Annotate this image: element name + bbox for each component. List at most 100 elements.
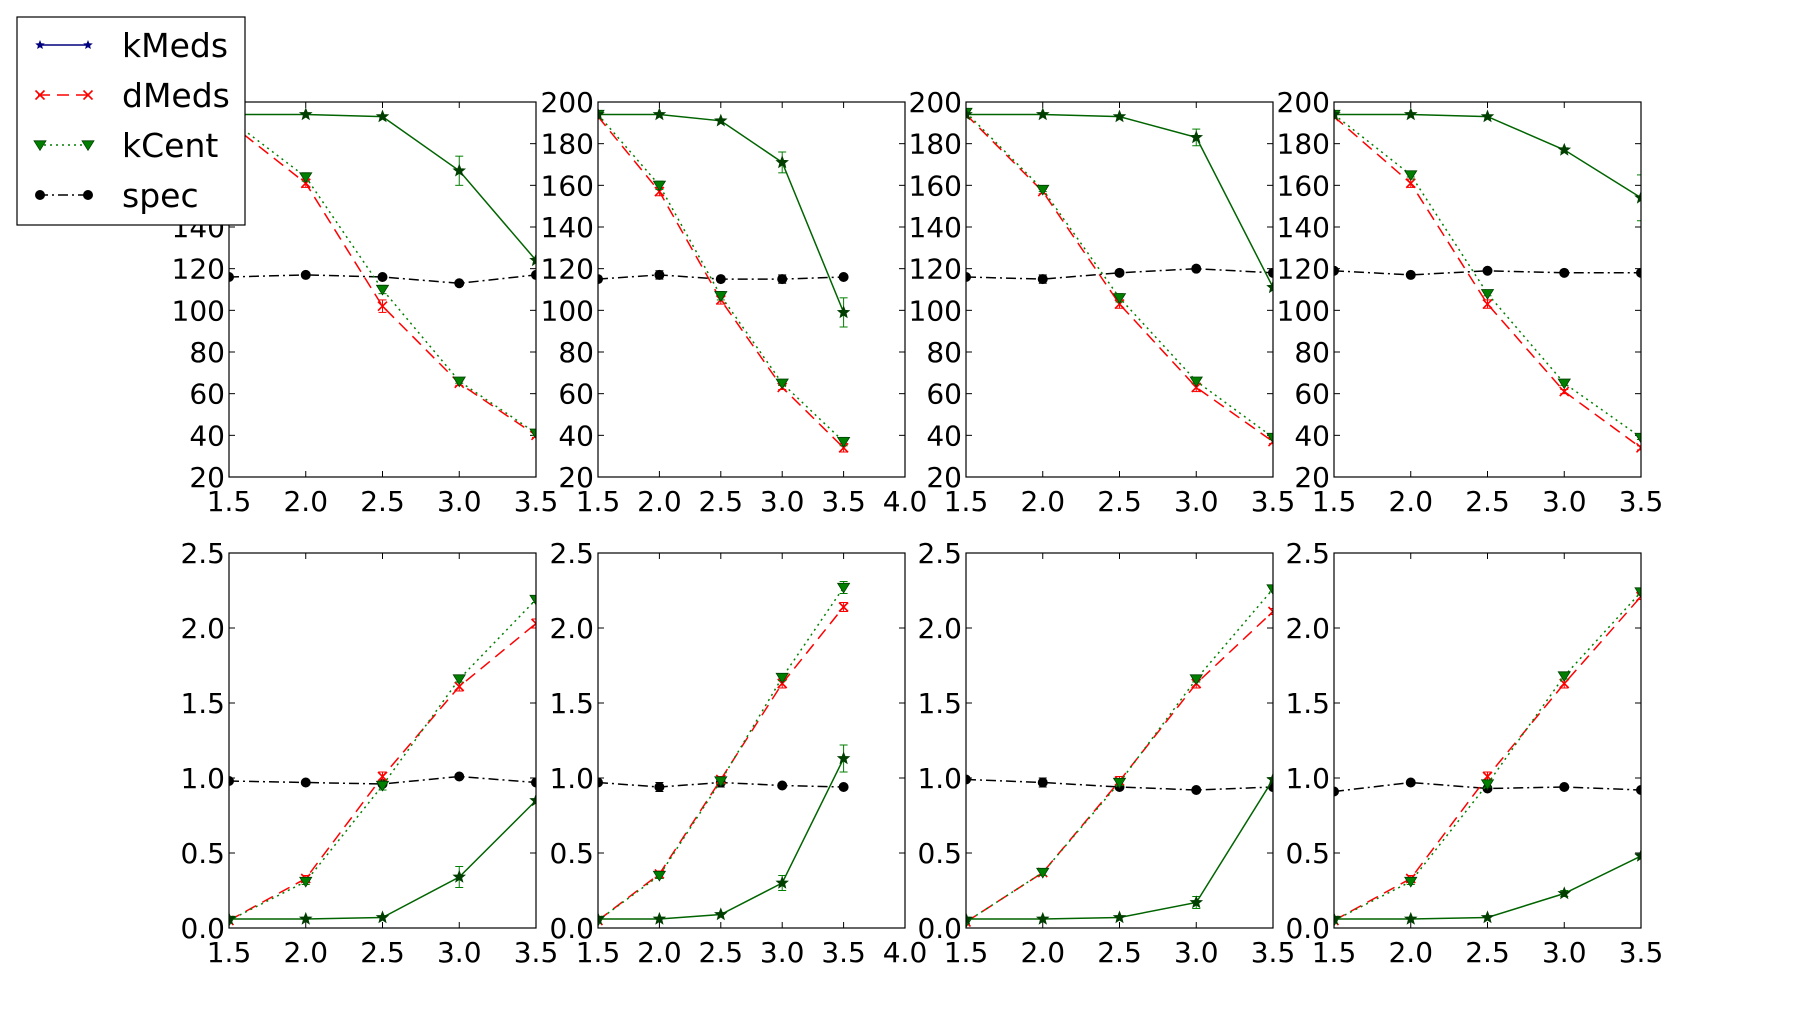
data-point-kCent xyxy=(452,376,466,388)
y-tick-label: 80 xyxy=(926,336,962,369)
x-tick-label: 3.5 xyxy=(514,936,559,969)
data-point-dMeds xyxy=(377,301,388,312)
y-tick-label: 2.5 xyxy=(917,537,962,570)
y-tick-label: 140 xyxy=(1277,211,1330,244)
x-tick-label: 3.0 xyxy=(760,485,805,518)
data-point-kCent xyxy=(1557,671,1571,683)
data-point-kCent xyxy=(1404,876,1418,888)
y-tick-label: 1.0 xyxy=(180,762,225,795)
x-tick-label: 2.0 xyxy=(283,936,328,969)
y-tick-label: 80 xyxy=(189,336,225,369)
data-point-kMeds xyxy=(1557,142,1572,156)
data-point-kCent xyxy=(1036,867,1050,879)
y-tick-label: 180 xyxy=(541,128,594,161)
data-point-kCent xyxy=(714,291,728,302)
data-point-dMeds xyxy=(654,186,665,197)
legend-item-kMeds: kMeds xyxy=(35,26,228,65)
data-point-spec xyxy=(454,278,465,289)
data-point-spec xyxy=(1191,263,1202,274)
data-point-spec xyxy=(1037,274,1048,285)
y-tick-label: 0.5 xyxy=(180,837,225,870)
y-tick-label: 2.5 xyxy=(549,537,594,570)
subplot-1-2: 1.5 2.0 2.5 3.0 3.5 0.0 0.5 1.0 1.5 2.0 2.5 xyxy=(917,537,1295,969)
y-tick-label: 1.5 xyxy=(1285,687,1330,720)
data-point-spec xyxy=(1482,265,1493,276)
data-point-kMeds xyxy=(836,305,851,319)
data-point-kCent xyxy=(375,284,390,296)
y-tick-label: 80 xyxy=(558,336,594,369)
x-tick-label: 2.0 xyxy=(1020,936,1065,969)
y-tick-label: 120 xyxy=(541,253,594,286)
data-point-kCent xyxy=(1480,289,1495,300)
data-point-kMeds xyxy=(375,109,390,123)
x-tick-label: 1.5 xyxy=(1312,485,1357,518)
y-tick-label: 0.0 xyxy=(1285,912,1330,945)
y-tick-label: 1.0 xyxy=(917,762,962,795)
x-tick-label: 2.5 xyxy=(1097,936,1142,969)
series-kMeds xyxy=(1334,107,1641,222)
series-dMeds xyxy=(229,618,536,926)
data-point-kCent xyxy=(1112,777,1127,789)
legend: kMeds dMeds kCent spec xyxy=(16,16,246,226)
data-point-dMeds xyxy=(1114,299,1125,310)
data-point-kMeds xyxy=(298,911,313,925)
data-point-kMeds xyxy=(836,751,851,765)
plot-area xyxy=(966,584,1273,928)
x-tick-label: 2.0 xyxy=(637,936,682,969)
x-tick-label: 2.5 xyxy=(360,936,405,969)
data-point-kCent xyxy=(1112,293,1127,304)
series-kMeds xyxy=(229,107,536,267)
data-point-kMeds xyxy=(714,907,728,921)
y-tick-label: 180 xyxy=(1277,128,1330,161)
data-point-dMeds xyxy=(1635,442,1641,453)
y-tick-label: 100 xyxy=(1277,294,1330,327)
data-point-kMeds xyxy=(598,911,605,925)
data-point-spec xyxy=(1334,265,1339,276)
y-tick-label: 40 xyxy=(926,419,962,452)
data-point-kMeds xyxy=(1634,190,1641,204)
data-point-kMeds xyxy=(598,107,605,121)
data-point-kCent xyxy=(375,780,390,792)
y-tick-label: 40 xyxy=(189,419,225,452)
data-point-spec xyxy=(838,782,849,792)
y-tick-label: 160 xyxy=(1277,169,1330,202)
plot-area xyxy=(229,594,536,927)
data-point-kMeds xyxy=(1403,911,1418,925)
data-point-kCent xyxy=(1634,432,1641,444)
series-spec xyxy=(598,269,849,285)
data-point-spec xyxy=(377,272,388,282)
data-point-kCent xyxy=(1480,779,1495,791)
y-tick-label: 200 xyxy=(909,86,962,119)
x-tick-label: 3.5 xyxy=(1619,936,1664,969)
data-point-kCent xyxy=(1266,432,1273,444)
y-tick-label: 100 xyxy=(909,294,962,327)
y-tick-label: 100 xyxy=(172,294,225,327)
data-point-spec xyxy=(531,777,536,788)
plot-area xyxy=(598,107,851,453)
subplot-0-1: 1.5 2.0 2.5 3.0 3.5 4.0 20 40 60 80 100 120 140 160 18… xyxy=(541,86,928,518)
y-tick-label: 120 xyxy=(172,253,225,286)
legend-marker xyxy=(82,89,94,101)
series-line-kCent xyxy=(966,588,1273,923)
series-dMeds xyxy=(1334,111,1641,453)
y-tick-label: 40 xyxy=(1294,419,1330,452)
data-point-spec xyxy=(1559,267,1570,278)
data-point-kCent xyxy=(714,776,728,788)
legend-item-kCent: kCent xyxy=(33,126,218,165)
data-point-dMeds xyxy=(1559,386,1570,397)
series-kCent xyxy=(1334,109,1641,444)
legend-marker xyxy=(83,190,93,200)
series-spec xyxy=(966,263,1273,285)
data-point-spec xyxy=(654,782,665,792)
series-line-kMeds xyxy=(966,113,1273,288)
data-point-dMeds xyxy=(530,618,536,629)
data-point-spec xyxy=(531,269,536,280)
subplot-1-0: 1.5 2.0 2.5 3.0 3.5 0.0 0.5 1.0 1.5 2.0 2.5 xyxy=(180,537,558,969)
x-tick-label: 4.0 xyxy=(883,936,928,969)
data-point-kMeds xyxy=(1334,911,1341,925)
x-tick-label: 3.0 xyxy=(1174,936,1219,969)
series-kCent xyxy=(1334,587,1641,927)
x-tick-label: 3.5 xyxy=(1251,485,1296,518)
subplot-frame xyxy=(597,552,906,929)
